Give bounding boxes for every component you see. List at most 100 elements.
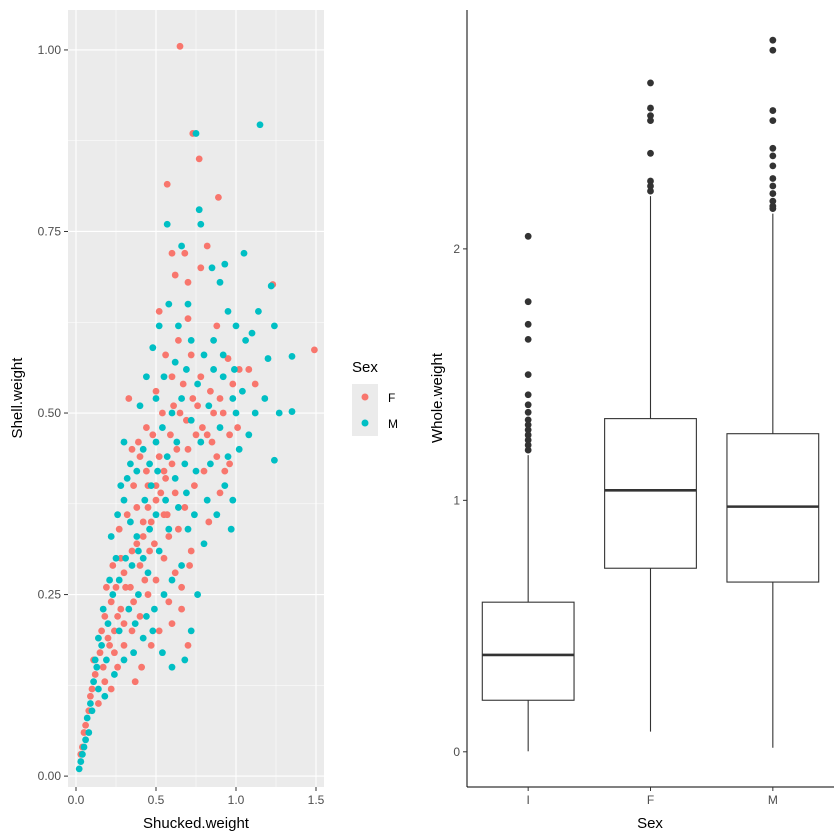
scatter-point-f: [144, 504, 152, 511]
scatter-point-m: [98, 641, 105, 649]
scatter-point-m: [111, 671, 118, 678]
scatter-point-m: [83, 714, 91, 722]
scatter-point-m: [261, 395, 269, 402]
scatter-point-f: [213, 453, 221, 460]
scatter-point-f: [96, 649, 104, 657]
scatter-point-f: [171, 569, 179, 577]
scatter-point-m: [133, 533, 141, 540]
scatter-point-m: [235, 445, 243, 453]
scatter-point-m: [155, 547, 163, 555]
scatter-point-m: [191, 511, 198, 519]
scatter-point-f: [191, 482, 198, 490]
scatter-point-f: [130, 482, 138, 490]
scatter-point-m: [197, 220, 205, 228]
scatter-point-f: [147, 641, 155, 649]
box-outlier-i: [524, 426, 532, 434]
scatter-point-m: [95, 685, 102, 693]
scatter-point-f: [199, 424, 206, 431]
box-outlier-i: [524, 436, 532, 444]
scatter-x-tick-label: 0.0: [68, 793, 85, 807]
scatter-point-f: [170, 402, 178, 410]
scatter-point-m: [123, 474, 131, 482]
scatter-point-m: [271, 456, 278, 464]
scatter-point-f: [120, 620, 128, 628]
scatter-point-f: [117, 554, 125, 562]
scatter-point-m: [255, 307, 262, 315]
scatter-point-f: [152, 482, 160, 490]
scatter-point-f: [114, 663, 121, 671]
scatter-point-f: [175, 525, 182, 533]
scatter-point-m: [112, 554, 120, 562]
scatter-point-f: [95, 700, 102, 707]
scatter-point-f: [187, 547, 195, 555]
scatter-point-m: [95, 634, 102, 642]
scatter-point-f: [192, 431, 200, 439]
scatter-point-f: [159, 409, 166, 417]
scatter-point-f: [184, 445, 192, 453]
scatter-point-m: [80, 743, 88, 751]
scatter-point-f: [186, 562, 194, 569]
scatter-point-f: [176, 42, 184, 50]
scatter-point-m: [99, 605, 107, 613]
scatter-point-m: [104, 620, 112, 628]
scatter-point-m: [90, 678, 97, 686]
scatter-point-m: [203, 496, 211, 504]
scatter-point-f: [197, 373, 205, 381]
scatter-point-m: [239, 387, 246, 395]
scatter-point-m: [200, 540, 208, 548]
scatter-point-m: [152, 395, 160, 402]
scatter-point-f: [157, 489, 165, 497]
scatter-point-m: [178, 242, 186, 250]
scatter-x-tick-label: 1.5: [308, 793, 325, 807]
scatter-point-m: [101, 692, 109, 700]
scatter-point-f: [122, 583, 129, 591]
scatter-point-f: [101, 678, 109, 686]
scatter-point-f: [213, 322, 221, 330]
scatter-point-m: [143, 373, 150, 381]
scatter-point-m: [194, 380, 202, 388]
scatter-point-f: [143, 424, 150, 431]
scatter-point-m: [227, 525, 235, 533]
scatter-point-f: [184, 278, 192, 286]
boxes: [481, 36, 820, 752]
scatter-point-m: [168, 663, 176, 671]
scatter-point-f: [219, 409, 227, 417]
scatter-point-f: [163, 511, 171, 519]
scatter-x-axis-title: Shucked.weight: [143, 815, 250, 832]
scatter-point-f: [107, 685, 115, 693]
scatter-point-m: [288, 352, 296, 360]
scatter-point-m: [149, 627, 157, 635]
scatter-point-m: [173, 438, 181, 446]
scatter-point-m: [79, 750, 86, 758]
scatter-point-m: [144, 569, 152, 577]
scatter-point-m: [207, 460, 214, 468]
scatter-point-f: [208, 438, 216, 446]
scatter-point-f: [162, 351, 170, 359]
scatter-point-m: [210, 337, 218, 344]
scatter-point-f: [179, 380, 187, 388]
scatter-point-f: [143, 467, 150, 475]
scatter-point-m: [205, 402, 213, 410]
scatter-point-f: [163, 180, 171, 188]
scatter-point-m: [267, 282, 275, 290]
scatter-x-tick-label: 0.5: [148, 793, 165, 807]
scatter-point-m: [232, 409, 240, 417]
scatter-point-f: [136, 562, 144, 569]
box-outlier-m: [769, 152, 777, 160]
scatter-point-m: [216, 424, 224, 431]
scatter-point-m: [184, 525, 192, 533]
scatter-point-f: [200, 467, 208, 475]
box-outlier-i: [524, 416, 532, 424]
scatter-y-tick-label: 1.00: [38, 43, 62, 57]
scatter-point-m: [240, 249, 248, 257]
scatter-point-m: [219, 373, 227, 381]
scatter-point-m: [107, 533, 115, 540]
scatter-point-f: [207, 387, 214, 395]
scatter-point-m: [251, 409, 259, 417]
scatter-point-f: [146, 547, 154, 555]
scatter-point-m: [120, 496, 128, 504]
scatter-point-f: [80, 729, 88, 736]
scatter-y-tick-label: 0.00: [38, 769, 62, 783]
box-outlier-m: [769, 182, 777, 190]
